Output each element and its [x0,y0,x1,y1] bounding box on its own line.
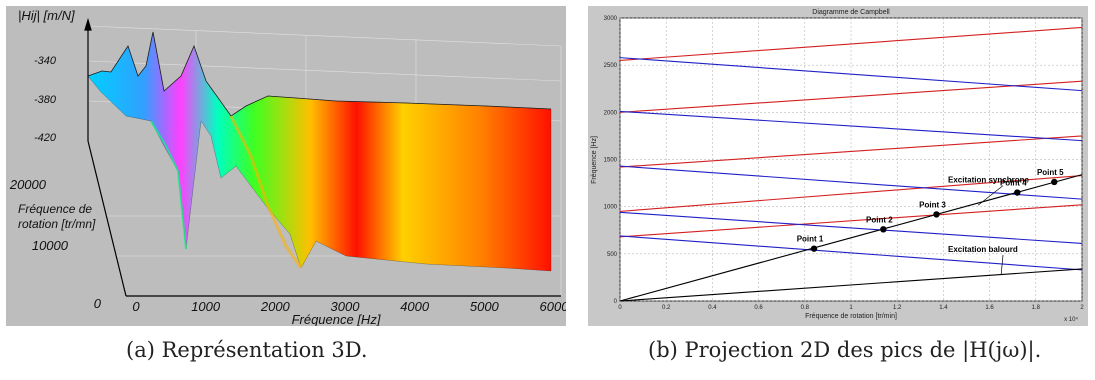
series-line-backward [619,57,1083,92]
y-tick: 10000 [32,238,69,253]
surface-plot-svg: |Hij| [m/N] -340 -380 -420 20000 10000 0… [6,6,569,327]
y-axis-label: Fréquence [Hz] [591,136,598,184]
campbell-point-marker [810,245,818,252]
series-line-backward [619,235,1083,271]
campbell-point-label: Point 2 [866,215,893,224]
ridge-highlight-2 [150,120,187,250]
series-line-excitation [619,174,1083,302]
x-axis-label: Fréquence [Hz] [292,312,381,326]
surface-top-edge [87,31,552,117]
x-tick: 1 [849,305,853,311]
surface-plot-3d: |Hij| [m/N] -340 -380 -420 20000 10000 0… [6,6,569,327]
caption-a: (a) Représentation 3D. [126,338,368,362]
x-tick: 0 [132,299,140,314]
series-line-backward [619,110,1083,142]
x-tick: 4000 [400,299,430,314]
y-tick: 1000 [604,205,618,211]
y-axis-label-line1: Fréquence de [18,202,92,216]
series-line-forward [619,174,1083,212]
campbell-point-marker [1051,178,1058,186]
x-tick: 1.4 [939,305,948,311]
z-tick: -380 [34,94,57,106]
y-tick: 3000 [604,16,618,22]
y-tick: 0 [614,299,618,305]
annotation-label: Excitation synchrone [948,176,1029,185]
y-tick: 2500 [604,63,618,69]
series-line-forward [619,204,1083,238]
campbell-point-label: Point 4 [1000,179,1027,188]
y-tick: 20000 [9,177,47,192]
x-tick: 0.2 [662,305,671,311]
x-tick: 0.8 [801,305,810,311]
x-tick: 0.6 [754,305,763,311]
annotation-leader [1000,254,1004,275]
series-line-forward [619,26,1083,61]
series-line-excitation [619,268,1083,302]
x-tick: 1000 [191,299,221,314]
series-line-backward [619,211,1083,245]
campbell-points: Point 1 Point 2 Point 3 Point 4 Point 5 [797,168,1064,252]
annotations: Excitation synchrone Excitation balourd [948,176,1029,275]
x-axis-label: Fréquence de rotation [tr/min] [805,313,897,320]
chart-title: Diagramme de Campbell [812,9,890,16]
campbell-point-marker [933,211,940,218]
ridge-highlight [229,115,303,269]
campbell-point-label: Point 5 [1037,168,1064,177]
x-tick: 2000 [260,299,291,314]
campbell-point-label: Point 3 [919,200,946,209]
y-tick: 500 [607,252,618,258]
y-tick: 1500 [604,158,618,164]
campbell-svg: Excitation synchrone Excitation balourd P… [588,6,1088,326]
x-tick: 1.2 [893,305,902,311]
x-tick: 6000 [540,299,566,314]
series-line-forward [619,80,1083,113]
campbell-point-marker [880,226,887,233]
grid [619,17,1083,302]
x-tick: 3000 [331,299,361,314]
y-tick: 2000 [604,110,618,116]
x-ticks: 0 1000 2000 3000 4000 5000 6000 [132,299,569,314]
axes-3d [84,17,561,297]
x-tick: 0.4 [708,305,717,311]
campbell-point-marker [1014,189,1021,196]
series-line-forward [619,135,1083,168]
tick-labels: 0 0.2 0.4 0.6 0.8 1 1.2 1.4 1.6 1.8 2 0 500 1000 1500 2… [604,16,1085,311]
y-axis-label-line2: rotation [tr/mn] [18,217,96,231]
campbell-diagram: Excitation synchrone Excitation balourd P… [588,6,1088,326]
x-tick: 5000 [470,299,500,314]
y-tick: 0 [94,296,102,311]
annotation-label: Excitation balourd [948,245,1018,254]
series-line-backward [619,165,1083,200]
x-tick: 0 [618,305,622,311]
x-tick: 2 [1080,305,1084,311]
z-axis-label: |Hij| [m/N] [18,8,75,23]
series [619,26,1083,302]
x-multiplier: x 10⁴ [1064,316,1078,323]
z-tick: -340 [34,55,57,67]
caption-b: (b) Projection 2D des pics de |H(jω)|. [648,338,1042,362]
x-tick: 1.8 [1032,305,1041,311]
x-tick: 1.6 [985,305,994,311]
z-tick: -420 [34,132,57,144]
annotation-leader [977,185,1004,206]
campbell-point-label: Point 1 [797,235,824,244]
